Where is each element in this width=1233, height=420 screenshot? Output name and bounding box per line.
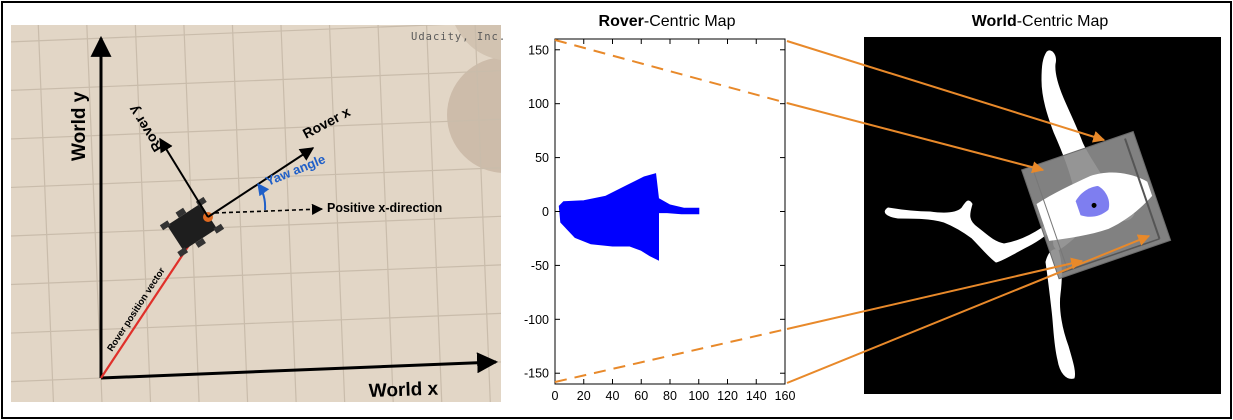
terrain-branch-south [1045, 249, 1075, 379]
terrain-branch-west [884, 200, 1061, 263]
photo-panel [11, 25, 501, 402]
world-map-title-rest: -Centric Map [1017, 13, 1109, 30]
positive-x-direction-line [214, 203, 324, 215]
x-tick-label: 100 [688, 389, 709, 403]
y-tick-label: 100 [528, 97, 549, 111]
overlay-rover-fov [1075, 185, 1110, 217]
grid-line [11, 118, 501, 140]
y-tick-label: -50 [531, 259, 549, 273]
grid-line [11, 215, 501, 237]
y-tick-label: 0 [542, 205, 549, 219]
x-tick-label: 160 [775, 389, 796, 403]
y-tick-label: 150 [528, 43, 549, 57]
x-tick-label: 80 [663, 389, 677, 403]
connector-dashed-top [554, 39, 788, 104]
world-map-title-bold: World [972, 13, 1017, 30]
rover-map-title-rest: -Centric Map [644, 13, 736, 30]
grid-line [11, 25, 446, 43]
grid-line [11, 167, 501, 189]
terrain-shadow [455, 25, 501, 60]
y-tick-label: 50 [535, 151, 549, 165]
rover-map-title: Rover-Centric Map [599, 13, 736, 30]
world-x-axis [100, 352, 499, 380]
grid-line [11, 312, 501, 334]
grid-line [328, 25, 346, 402]
terrain-grid [11, 25, 501, 402]
y-tick-label: -150 [524, 367, 549, 381]
world-y-label: World y [69, 91, 90, 161]
x-tick-label: 40 [606, 389, 620, 403]
grid-line [425, 25, 443, 402]
y-tick-label: -100 [524, 313, 549, 327]
rover-map-data [558, 173, 700, 261]
rover-y-axis [159, 137, 209, 218]
grid-line [231, 25, 249, 402]
overlay-left-axis [1032, 170, 1069, 271]
grid-line [11, 70, 501, 91]
x-tick-label: 60 [634, 389, 648, 403]
connector-bottom-2 [786, 234, 1151, 384]
yaw-angle-arc [257, 183, 270, 211]
connector-lines [554, 39, 1151, 384]
overlay-rover-dot [1091, 202, 1097, 208]
world-map-title: World-Centric Map [972, 13, 1109, 30]
grid-line [37, 25, 55, 402]
credit-text: Udacity, Inc. [411, 31, 506, 43]
rover-map-ticks: 0 20 40 60 80 100 120 140 160 150 100 50 0 -50 -100 -15… [524, 39, 796, 403]
positive-x-direction-label: Positive x-direction [327, 201, 442, 215]
x-tick-label: 0 [552, 389, 559, 403]
grid-line [280, 25, 297, 402]
terrain-background [11, 25, 501, 402]
connector-bottom-1 [786, 257, 1084, 330]
grid-line [11, 264, 501, 286]
connector-top-1 [786, 40, 1106, 143]
grid-line [86, 25, 103, 402]
connector-top-2 [786, 102, 1045, 174]
x-tick-label: 20 [577, 389, 591, 403]
terrain-rock [447, 57, 501, 173]
grid-line [134, 25, 152, 402]
navigable-terrain-area [558, 173, 700, 261]
x-tick-label: 120 [717, 389, 738, 403]
overlay-right-axis [1124, 138, 1161, 240]
x-tick-label: 140 [746, 389, 767, 403]
world-x-label: World x [368, 379, 438, 402]
rover-map-title-bold: Rover [599, 13, 644, 30]
grid-line [377, 25, 394, 402]
rover-x-axis [207, 147, 315, 218]
grid-line [474, 25, 491, 402]
